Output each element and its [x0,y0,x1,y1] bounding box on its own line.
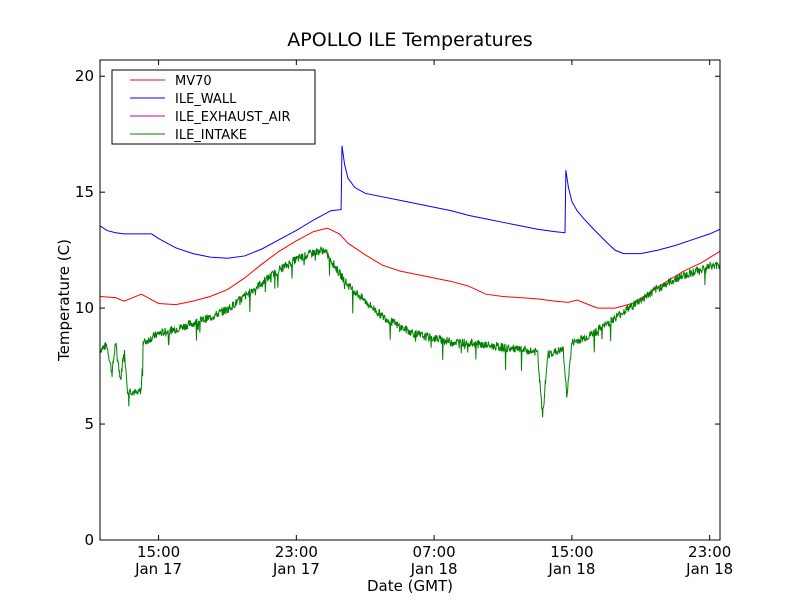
legend-label: ILE_EXHAUST_AIR [175,110,291,125]
legend-label: MV70 [175,74,212,89]
y-tick-label: 5 [84,415,94,433]
y-axis-label: Temperature (C) [55,239,73,362]
chart-title: APOLLO ILE Temperatures [287,29,532,51]
x-tick-label-time: 23:00 [275,543,318,561]
y-tick-label: 20 [75,67,94,85]
x-tick-label-time: 07:00 [412,543,455,561]
legend-frame [111,69,316,145]
x-tick-label-date: Jan 18 [685,560,733,578]
plot-frame [99,59,721,541]
legend-label: ILE_INTAKE [175,128,247,143]
x-tick-label-time: 15:00 [137,543,180,561]
x-tick-label-date: Jan 17 [272,560,320,578]
x-tick-label-date: Jan 18 [547,560,595,578]
x-tick-label-date: Jan 17 [134,560,182,578]
x-tick-label-date: Jan 18 [410,560,458,578]
series-line-mv70 [100,227,720,309]
x-axis-label: Date (GMT) [367,577,453,595]
y-axis: 0 5 10 15 20 [75,67,720,549]
series-line-ile-intake [100,245,720,418]
series-line-ile-wall [100,145,720,259]
y-tick-label: 15 [75,183,94,201]
y-tick-label: 10 [75,299,94,317]
legend-label: ILE_WALL [175,92,237,107]
x-tick-label-time: 15:00 [550,543,593,561]
y-tick-label: 0 [84,531,94,549]
legend: MV70 ILE_WALL ILE_EXHAUST_AIR ILE_INTAKE [111,69,316,145]
x-tick-label-time: 23:00 [688,543,731,561]
series-layer [100,145,720,418]
